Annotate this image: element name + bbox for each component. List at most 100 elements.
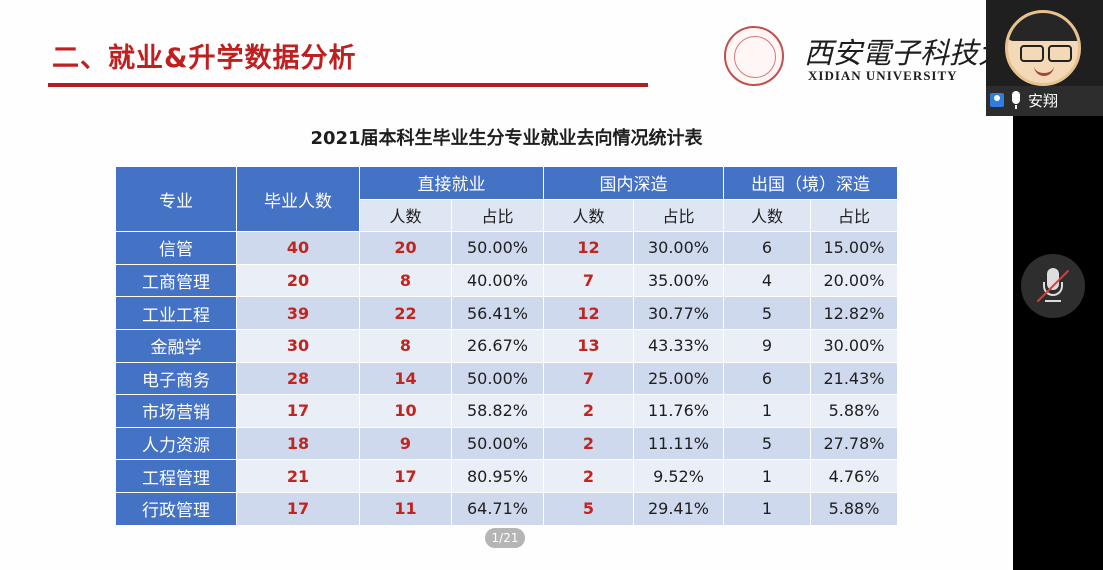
- major-cell: 工商管理: [115, 263, 237, 298]
- microphone-icon: [1012, 91, 1020, 109]
- table-title: 2021届本科生毕业生分专业就业去向情况统计表: [310, 128, 703, 149]
- employment-count-cell: 17: [359, 459, 452, 493]
- domestic-count-cell: 2: [543, 459, 634, 493]
- table-row: 金融学 30 8 26.67% 13 43.33% 9 30.00%: [115, 328, 898, 363]
- graduates-cell: 20: [236, 263, 360, 298]
- domestic-ratio-cell: 9.52%: [633, 459, 724, 493]
- domestic-ratio-cell: 11.11%: [633, 426, 724, 461]
- header-employment: 直接就业: [359, 166, 544, 200]
- logo-english-name: XIDIAN UNIVERSITY: [808, 68, 958, 83]
- page-indicator[interactable]: 1/21: [485, 528, 525, 548]
- domestic-count-cell: 5: [543, 491, 634, 526]
- graduates-cell: 40: [236, 231, 360, 265]
- abroad-ratio-cell: 4.76%: [810, 459, 898, 493]
- employment-count-cell: 22: [359, 296, 452, 330]
- employment-ratio-cell: 50.00%: [451, 361, 544, 396]
- table-row: 信管 40 20 50.00% 12 30.00% 6 15.00%: [115, 231, 898, 265]
- domestic-ratio-cell: 25.00%: [633, 361, 724, 396]
- domestic-count-cell: 2: [543, 426, 634, 461]
- abroad-count-cell: 6: [723, 361, 811, 396]
- header-major: 专业: [115, 165, 237, 233]
- domestic-ratio-cell: 35.00%: [633, 263, 724, 298]
- employment-count-cell: 10: [359, 394, 452, 428]
- graduates-cell: 30: [236, 328, 360, 363]
- abroad-count-cell: 1: [723, 394, 811, 428]
- abroad-ratio-cell: 20.00%: [810, 263, 898, 298]
- employment-ratio-cell: 50.00%: [451, 231, 544, 265]
- slide: 二、就业&升学数据分析 西安電子科技大學 XIDIAN UNIVERSITY 2…: [48, 26, 1037, 548]
- subheader-ratio: 占比: [451, 198, 544, 233]
- abroad-count-cell: 9: [723, 328, 811, 363]
- employment-ratio-cell: 26.67%: [451, 328, 544, 363]
- employment-count-cell: 8: [359, 263, 452, 298]
- header-domestic: 国内深造: [543, 166, 724, 200]
- employment-count-cell: 14: [359, 361, 452, 396]
- title-underline: [48, 83, 648, 87]
- table-row: 人力资源 18 9 50.00% 2 11.11% 5 27.78%: [115, 426, 898, 461]
- subheader-count: 人数: [543, 198, 634, 233]
- employment-count-cell: 20: [359, 231, 452, 265]
- abroad-ratio-cell: 5.88%: [810, 491, 898, 526]
- table-row: 电子商务 28 14 50.00% 7 25.00% 6 21.43%: [115, 361, 898, 396]
- abroad-count-cell: 1: [723, 459, 811, 493]
- employment-ratio-cell: 56.41%: [451, 296, 544, 330]
- university-logo: 西安電子科技大學 XIDIAN UNIVERSITY: [724, 26, 1036, 90]
- abroad-count-cell: 5: [723, 296, 811, 330]
- table-row: 工业工程 39 22 56.41% 12 30.77% 5 12.82%: [115, 296, 898, 330]
- major-cell: 市场营销: [115, 394, 237, 428]
- employment-count-cell: 11: [359, 491, 452, 526]
- domestic-count-cell: 12: [543, 296, 634, 330]
- abroad-ratio-cell: 27.78%: [810, 426, 898, 461]
- abroad-count-cell: 4: [723, 263, 811, 298]
- header-graduates: 毕业人数: [236, 165, 360, 233]
- employment-ratio-cell: 80.95%: [451, 459, 544, 493]
- subheader-count: 人数: [359, 198, 452, 233]
- domestic-ratio-cell: 43.33%: [633, 328, 724, 363]
- avatar: [1005, 10, 1081, 86]
- domestic-count-cell: 13: [543, 328, 634, 363]
- slide-title: 二、就业&升学数据分析: [52, 43, 357, 74]
- domestic-ratio-cell: 11.76%: [633, 394, 724, 428]
- header-abroad: 出国（境）深造: [723, 166, 898, 200]
- employment-ratio-cell: 58.82%: [451, 394, 544, 428]
- abroad-count-cell: 1: [723, 491, 811, 526]
- graduates-cell: 18: [236, 426, 360, 461]
- abroad-ratio-cell: 5.88%: [810, 394, 898, 428]
- graduates-cell: 21: [236, 459, 360, 493]
- domestic-ratio-cell: 29.41%: [633, 491, 724, 526]
- major-cell: 信管: [115, 231, 237, 265]
- participant-name-strip: 安翔: [986, 86, 1103, 116]
- employment-table: 专业 毕业人数 直接就业 国内深造 出国（境）深造 人数 占比 人数 占比 人数…: [115, 165, 898, 526]
- domestic-count-cell: 7: [543, 361, 634, 396]
- table-row: 工商管理 20 8 40.00% 7 35.00% 4 20.00%: [115, 263, 898, 298]
- domestic-count-cell: 2: [543, 394, 634, 428]
- employment-ratio-cell: 50.00%: [451, 426, 544, 461]
- employment-count-cell: 8: [359, 328, 452, 363]
- domestic-count-cell: 12: [543, 231, 634, 265]
- employment-ratio-cell: 40.00%: [451, 263, 544, 298]
- major-cell: 金融学: [115, 328, 237, 363]
- major-cell: 电子商务: [115, 361, 237, 396]
- abroad-count-cell: 6: [723, 231, 811, 265]
- graduates-cell: 17: [236, 394, 360, 428]
- table-row: 工程管理 21 17 80.95% 2 9.52% 1 4.76%: [115, 459, 898, 493]
- subheader-ratio: 占比: [633, 198, 724, 233]
- major-cell: 工业工程: [115, 296, 237, 330]
- domestic-count-cell: 7: [543, 263, 634, 298]
- abroad-count-cell: 5: [723, 426, 811, 461]
- abroad-ratio-cell: 12.82%: [810, 296, 898, 330]
- employment-count-cell: 9: [359, 426, 452, 461]
- user-icon: [990, 93, 1004, 107]
- abroad-ratio-cell: 15.00%: [810, 231, 898, 265]
- employment-ratio-cell: 64.71%: [451, 491, 544, 526]
- abroad-ratio-cell: 21.43%: [810, 361, 898, 396]
- table-row: 行政管理 17 11 64.71% 5 29.41% 1 5.88%: [115, 491, 898, 526]
- participant-video-tile[interactable]: 安翔: [986, 0, 1103, 116]
- graduates-cell: 17: [236, 491, 360, 526]
- mute-toggle-button[interactable]: [1021, 254, 1085, 318]
- major-cell: 工程管理: [115, 459, 237, 493]
- major-cell: 行政管理: [115, 491, 237, 526]
- domestic-ratio-cell: 30.00%: [633, 231, 724, 265]
- graduates-cell: 39: [236, 296, 360, 330]
- major-cell: 人力资源: [115, 426, 237, 461]
